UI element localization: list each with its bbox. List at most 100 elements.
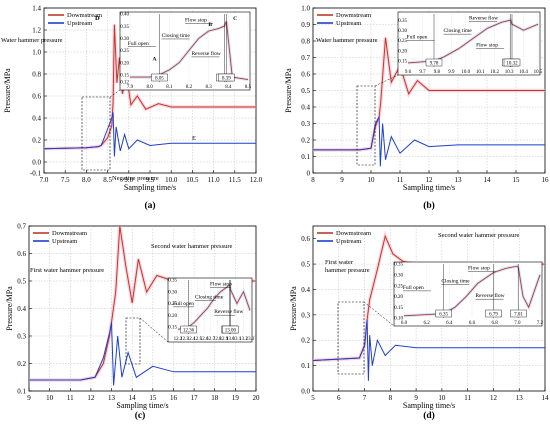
inset-y-tick-label: 0.20 bbox=[394, 295, 403, 300]
x-axis-label: Sampling time/s bbox=[403, 183, 455, 192]
series-line-upstream bbox=[313, 319, 545, 381]
x-tick-label: 16 bbox=[542, 176, 550, 184]
inset-x-tick-label: 10.3 bbox=[505, 70, 514, 75]
annotation-text: E bbox=[192, 135, 196, 142]
annotation-text: Negative pressure bbox=[112, 175, 159, 182]
x-tick-label: 14 bbox=[129, 394, 137, 402]
x-tick-label: 11 bbox=[464, 394, 471, 402]
inset-x-tick-label: 8.1 bbox=[166, 85, 173, 90]
zoom-region-box bbox=[125, 317, 141, 365]
y-tick-label: 0.3 bbox=[17, 333, 26, 341]
inset-y-tick-label: 0.35 bbox=[120, 25, 129, 30]
inset-phase-label: Flow stop bbox=[476, 43, 498, 49]
y-tick-label: 0.7 bbox=[17, 223, 26, 231]
x-tick-label: 14 bbox=[542, 394, 550, 402]
inset-marker-box bbox=[435, 309, 452, 318]
x-axis-label: Sampling time/s bbox=[124, 183, 176, 192]
y-tick-label: 0.9 bbox=[301, 21, 310, 29]
x-tick-label: 12 bbox=[426, 176, 434, 184]
chart-panel-3: 9 10 11 12 13 14 15 16 17 18 19 20 0.1 0.2 0.3 0.4 0.5 0.… bbox=[5, 223, 260, 422]
inset-x-tick-label: 12.4 bbox=[187, 337, 196, 342]
y-tick-label: 1.0 bbox=[32, 49, 41, 57]
inset-y-tick-label: 0.15 bbox=[398, 60, 407, 65]
x-tick-label: 8 bbox=[311, 176, 315, 184]
y-axis-label: Pressure/MPa bbox=[284, 68, 293, 113]
inset-x-tick-label: 10.4 bbox=[519, 70, 528, 75]
x-tick-label: 12.0 bbox=[250, 176, 263, 184]
inset-x-tick-label: 10.1 bbox=[476, 70, 485, 75]
panel-caption: (a) bbox=[144, 200, 155, 211]
legend-label-upstream: Upstream bbox=[336, 20, 361, 27]
zoom-connector bbox=[363, 301, 395, 327]
panel-caption: (d) bbox=[423, 410, 435, 421]
y-tick-label: 0.4 bbox=[301, 104, 310, 112]
y-tick-label: 0.3 bbox=[301, 311, 310, 319]
inset-y-tick-label: 0.30 bbox=[120, 37, 129, 42]
annotation-text: First water bbox=[325, 259, 354, 266]
inset-phase-label: Closing time bbox=[441, 278, 470, 284]
x-tick-label: 13 bbox=[516, 394, 524, 402]
inset-x-tick-label: 9.7 bbox=[419, 70, 426, 75]
inset-phase-label: Full open bbox=[128, 41, 149, 47]
zoom-connector bbox=[139, 317, 169, 343]
y-tick-label: 0.7 bbox=[301, 54, 310, 62]
inset-y-tick-label: 0.12 bbox=[120, 81, 129, 86]
annotation-text: D bbox=[95, 15, 100, 22]
x-tick-label: 18 bbox=[211, 394, 219, 402]
inset-marker-box bbox=[151, 73, 168, 82]
series-line-downstream bbox=[29, 226, 256, 381]
y-tick-label: 0.2 bbox=[301, 337, 310, 345]
inset-phase-label: Reverse flow bbox=[214, 308, 243, 315]
x-tick-label: 7.5 bbox=[61, 176, 70, 184]
inset-y-tick-label: 0.30 bbox=[394, 274, 403, 279]
inset-x-tick-label: 13.2 bbox=[239, 337, 248, 342]
inset-phase-label: Full open bbox=[403, 285, 424, 291]
x-tick-label: 9 bbox=[340, 176, 344, 184]
inset-y-tick-label: 0.25 bbox=[120, 49, 129, 54]
y-tick-label: 0.1 bbox=[17, 388, 26, 396]
inset-phase-label: Closing time bbox=[162, 33, 191, 39]
inset-x-tick-label: 8.5 bbox=[245, 85, 252, 90]
inset-phase-label: Full open bbox=[407, 34, 428, 40]
inset-series-line bbox=[403, 265, 541, 317]
panel-caption: (c) bbox=[135, 410, 146, 421]
y-tick-label: 0.0 bbox=[301, 388, 310, 396]
x-tick-label: 13 bbox=[455, 176, 463, 184]
x-tick-label: 19 bbox=[232, 394, 240, 402]
x-tick-label: 13 bbox=[108, 394, 116, 402]
inset-phase-label: Reverse flow bbox=[475, 292, 504, 299]
annotation-text: Water hammer pressure bbox=[316, 37, 378, 44]
inset-point-label: A bbox=[153, 56, 157, 62]
inset-x-tick-label: 9.9 bbox=[448, 70, 455, 75]
series-line-upstream bbox=[29, 322, 256, 386]
inset-marker-label: 12.36 bbox=[183, 329, 195, 334]
x-tick-label: 16 bbox=[170, 394, 178, 402]
legend-label-upstream: Upstream bbox=[52, 238, 77, 245]
zoom-connector bbox=[374, 74, 399, 87]
x-tick-label: 15 bbox=[513, 176, 521, 184]
inset-marker-box bbox=[218, 73, 235, 82]
inset-marker-box bbox=[222, 325, 239, 334]
y-tick-label: 1.2 bbox=[32, 27, 41, 35]
series-line-upstream bbox=[313, 115, 545, 167]
y-tick-label: 0.2 bbox=[17, 360, 26, 368]
inset-y-tick-label: 0.20 bbox=[168, 314, 177, 319]
inset-x-tick-label: 12.5 bbox=[193, 337, 202, 342]
y-tick-label: 0.8 bbox=[32, 71, 41, 79]
inset-x-tick-label: 13.0 bbox=[226, 337, 235, 342]
inset-point-label: C bbox=[233, 16, 237, 22]
inset-marker-box bbox=[503, 58, 521, 67]
inset-y-tick-label: 0.20 bbox=[398, 49, 407, 54]
y-tick-label: 0 bbox=[307, 170, 311, 178]
inset-phase-label: Flow stop bbox=[468, 266, 490, 272]
y-tick-label: 0.4 bbox=[32, 115, 41, 123]
inset-x-tick-label: 12.7 bbox=[206, 337, 215, 342]
legend-label-downstream: Dowmstream bbox=[336, 230, 371, 237]
x-tick-label: 14 bbox=[484, 176, 492, 184]
inset-x-tick-label: 12.6 bbox=[200, 337, 209, 342]
inset-chart: 9.6 9.7 9.8 9.9 10.0 10.1 10.2 10.3 10.4 10.5 0.35… bbox=[397, 11, 543, 76]
chart-panel-1: 7.0 7.5 8.0 8.5 9.0 9.5 10.0 10.5 11.0 11.5 12.0 -0… bbox=[1, 5, 263, 212]
y-tick-label: -0.1 bbox=[30, 170, 42, 178]
x-tick-label: 10 bbox=[368, 176, 376, 184]
x-tick-label: 6 bbox=[337, 394, 341, 402]
